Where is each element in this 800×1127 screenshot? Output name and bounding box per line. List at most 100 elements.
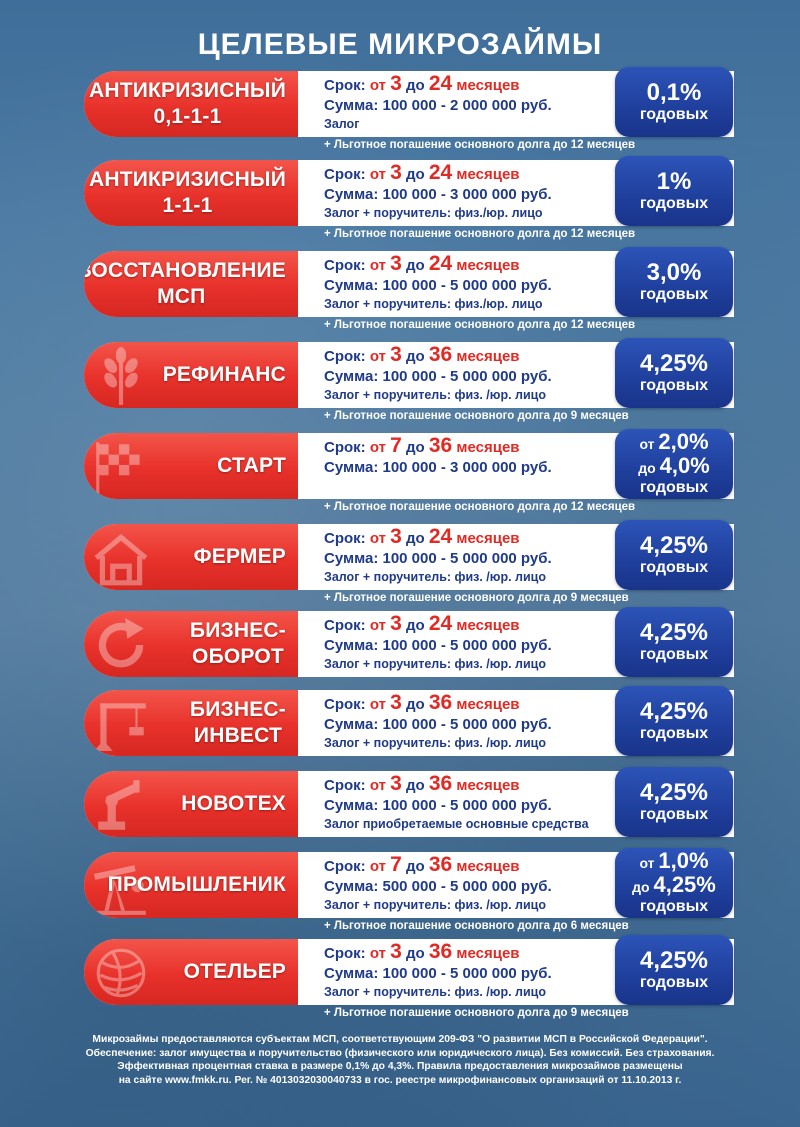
term-label: Срок: [324, 439, 366, 456]
program-card: ОТЕЛЬЕР Срок: от 3 до 36 месяцев Сумма: 10… [84, 935, 734, 1005]
term-label: Срок: [324, 166, 366, 183]
grace-period-note: + Льготное погашение основного долга до … [324, 228, 636, 240]
footer-line: Микрозаймы предоставляются субъектам МСП… [92, 1034, 708, 1045]
program-terms: Срок: от 3 до 24 месяцев Сумма: 100 000 -… [324, 162, 614, 222]
term-from-word: от [369, 858, 386, 875]
term-from-value: 3 [390, 252, 402, 275]
footer-line: Обеспечение: залог имущества и поручител… [85, 1047, 715, 1059]
term-unit: месяцев [456, 439, 520, 456]
rate-range-line: от 1,0% [615, 850, 733, 874]
term-from-value: 7 [390, 853, 402, 876]
program-name-line: МСП [157, 285, 206, 308]
sum-line: Сумма: 100 000 - 2 000 000 руб. [324, 97, 552, 114]
rate-badge: 0,1% годовых [615, 67, 733, 137]
program-name: АНТИКРИЗИСНЫЙ 1-1-1 [89, 167, 298, 219]
rate-caption: годовых [639, 725, 709, 742]
sum-line: Сумма: 100 000 - 3 000 000 руб. [324, 459, 552, 476]
term-label: Срок: [324, 945, 366, 962]
collateral-line: Залог приобретаемые основные средства [324, 817, 589, 831]
term-from-word: от [369, 439, 386, 456]
term-unit: месяцев [456, 77, 520, 94]
term-unit: месяцев [456, 777, 520, 794]
term-label: Срок: [324, 696, 366, 713]
term-to-value: 36 [428, 940, 453, 963]
program-card: ФЕРМЕР Срок: от 3 до 24 месяцев Сумма: 100… [84, 520, 734, 590]
rate-badge: 4,25% годовых [615, 935, 733, 1005]
term-line: Срок: от 3 до 24 месяцев [324, 72, 614, 96]
crane-icon [90, 693, 152, 753]
rate-range-line: от 2,0% [615, 431, 733, 455]
program-terms: Срок: от 3 до 36 месяцев Сумма: 100 000 -… [324, 692, 614, 752]
term-to-word: до [406, 945, 425, 962]
program-terms: Срок: от 3 до 24 месяцев Сумма: 100 000 -… [324, 613, 614, 673]
term-to-word: до [406, 348, 425, 365]
rate-badge: 4,25% годовых [615, 767, 733, 837]
rate-caption: годовых [639, 195, 709, 212]
collateral-line: Залог + поручитель: физ. /юр. лицо [324, 736, 546, 750]
program-name: СТАРТ [217, 453, 298, 479]
rate-badge: 4,25% годовых [615, 607, 733, 677]
program-terms: Срок: от 3 до 24 месяцев Сумма: 100 000 -… [324, 526, 614, 586]
rate-caption: годовых [639, 377, 709, 394]
term-to-word: до [406, 858, 425, 875]
term-to-value: 36 [428, 343, 453, 366]
term-label: Срок: [324, 858, 366, 875]
program-row: АНТИКРИЗИСНЫЙ 0,1-1-1 Срок: от 3 до 24 мес… [84, 67, 734, 153]
term-from-word: от [369, 945, 386, 962]
program-name-line: ВОССТАНОВЛЕНИЕ [84, 259, 286, 282]
program-name-line: БИЗНЕС- [189, 619, 286, 642]
rate-value: 3,0% [646, 259, 702, 286]
program-row: ВОССТАНОВЛЕНИЕ МСП Срок: от 3 до 24 месяце… [84, 247, 734, 333]
program-name: ВОССТАНОВЛЕНИЕ МСП [84, 258, 298, 310]
collateral-line: Залог + поручитель: физ. /юр. лицо [324, 388, 546, 402]
program-card: НОВОТЕХ Срок: от 3 до 36 месяцев Сумма: 10… [84, 767, 734, 837]
rate-value: 4,25% [639, 619, 709, 646]
term-line: Срок: от 3 до 36 месяцев [324, 772, 614, 796]
rate-value: 4,25% [653, 872, 716, 897]
rate-value: 1% [656, 168, 692, 195]
program-row: АНТИКРИЗИСНЫЙ 1-1-1 Срок: от 3 до 24 месяц… [84, 156, 734, 242]
term-unit: месяцев [456, 530, 520, 547]
term-label: Срок: [324, 77, 366, 94]
program-name-badge: БИЗНЕС- ИНВЕСТ [84, 690, 298, 756]
program-name: БИЗНЕС- ОБОРОТ [190, 618, 298, 670]
sum-line: Сумма: 100 000 - 5 000 000 руб. [324, 797, 552, 814]
sum-line: Сумма: 100 000 - 5 000 000 руб. [324, 368, 552, 385]
program-name-line: АНТИКРИЗИСНЫЙ [88, 79, 286, 102]
term-unit: месяцев [456, 858, 520, 875]
term-to-word: до [406, 257, 425, 274]
sum-line: Сумма: 100 000 - 5 000 000 руб. [324, 637, 552, 654]
program-name-line: АНТИКРИЗИСНЫЙ [88, 168, 286, 191]
term-from-value: 3 [390, 772, 402, 795]
program-terms: Срок: от 3 до 24 месяцев Сумма: 100 000 -… [324, 72, 614, 133]
term-from-value: 7 [390, 434, 402, 457]
program-row: ПРОМЫШЛЕНИК Срок: от 7 до 36 месяцев Сумма… [84, 848, 734, 934]
term-to-word: до [406, 696, 425, 713]
rate-caption: годовых [639, 286, 709, 303]
program-name-line: 1-1-1 [162, 194, 213, 217]
term-line: Срок: от 3 до 24 месяцев [324, 613, 614, 636]
program-name: РЕФИНАНС [163, 362, 298, 388]
collateral-line: Залог + поручитель: физ./юр. лицо [324, 206, 543, 220]
term-to-word: до [406, 617, 425, 634]
program-name-badge: ВОССТАНОВЛЕНИЕ МСП [84, 251, 298, 317]
term-label: Срок: [324, 348, 366, 365]
rate-badge: 4,25% годовых [615, 338, 733, 408]
rate-prefix: от [639, 436, 655, 452]
term-label: Срок: [324, 777, 366, 794]
term-line: Срок: от 3 до 24 месяцев [324, 252, 614, 276]
program-terms: Срок: от 7 до 36 месяцев Сумма: 100 000 -… [324, 434, 614, 478]
term-to-word: до [406, 166, 425, 183]
program-row: ФЕРМЕР Срок: от 3 до 24 месяцев Сумма: 100… [84, 520, 734, 606]
term-unit: месяцев [456, 696, 520, 713]
term-label: Срок: [324, 530, 366, 547]
page-title: ЦЕЛЕВЫЕ МИКРОЗАЙМЫ [197, 28, 603, 61]
collateral-line: Залог + поручитель: физ. /юр. лицо [324, 657, 546, 671]
program-name: ПРОМЫШЛЕНИК [108, 872, 298, 898]
term-from-value: 3 [390, 72, 402, 95]
collateral-line: Залог [324, 117, 360, 131]
grace-period-note: + Льготное погашение основного долга до … [324, 410, 629, 422]
term-from-word: от [369, 166, 386, 183]
term-to-word: до [406, 777, 425, 794]
rate-prefix: до [632, 879, 650, 895]
